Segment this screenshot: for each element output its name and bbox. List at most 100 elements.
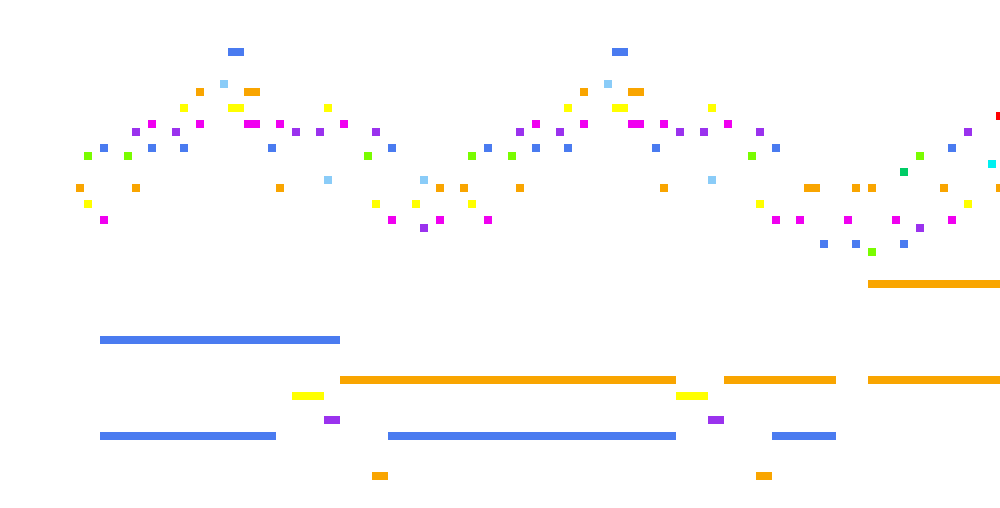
note-block — [508, 152, 516, 160]
note-block — [772, 216, 780, 224]
note-block — [868, 248, 876, 256]
note-block — [124, 152, 132, 160]
note-block — [132, 184, 140, 192]
note-block — [244, 88, 260, 96]
note-block — [772, 432, 836, 440]
note-block — [388, 144, 396, 152]
note-block — [292, 128, 300, 136]
note-block — [324, 176, 332, 184]
note-block — [324, 104, 332, 112]
note-block — [756, 472, 772, 480]
note-block — [940, 184, 948, 192]
note-block — [228, 48, 244, 56]
note-block — [412, 200, 420, 208]
note-block — [564, 144, 572, 152]
note-block — [100, 144, 108, 152]
note-block — [844, 216, 852, 224]
note-block — [196, 88, 204, 96]
note-block — [420, 176, 428, 184]
note-block — [276, 120, 284, 128]
note-block — [484, 216, 492, 224]
note-block — [756, 200, 764, 208]
note-block — [420, 224, 428, 232]
note-block — [148, 120, 156, 128]
note-block — [852, 184, 860, 192]
note-block — [292, 392, 324, 400]
note-block — [84, 200, 92, 208]
note-block — [84, 152, 92, 160]
note-block — [820, 240, 828, 248]
note-block — [388, 432, 676, 440]
note-block — [220, 80, 228, 88]
note-block — [868, 184, 876, 192]
note-block — [652, 144, 660, 152]
note-block — [76, 184, 84, 192]
note-block — [964, 200, 972, 208]
note-block — [916, 152, 924, 160]
note-block — [900, 240, 908, 248]
note-block — [724, 376, 836, 384]
note-block — [948, 144, 956, 152]
note-block — [892, 216, 900, 224]
note-block — [516, 128, 524, 136]
note-block — [268, 144, 276, 152]
note-block — [324, 416, 340, 424]
note-block — [388, 216, 396, 224]
note-block — [316, 128, 324, 136]
note-block — [180, 144, 188, 152]
note-block — [612, 104, 628, 112]
note-block — [772, 144, 780, 152]
note-block — [804, 184, 820, 192]
note-block — [964, 128, 972, 136]
note-block — [180, 104, 188, 112]
note-block — [100, 216, 108, 224]
note-block — [532, 120, 540, 128]
note-block — [436, 216, 444, 224]
note-block — [660, 120, 668, 128]
note-block — [604, 80, 612, 88]
note-block — [532, 144, 540, 152]
note-block — [676, 392, 708, 400]
note-block — [460, 184, 468, 192]
note-block — [564, 104, 572, 112]
note-block — [372, 472, 388, 480]
note-block — [868, 280, 1000, 288]
note-block — [276, 184, 284, 192]
note-block — [660, 184, 668, 192]
note-block — [372, 128, 380, 136]
note-block — [996, 184, 1000, 192]
note-block — [708, 104, 716, 112]
note-block — [436, 184, 444, 192]
note-block — [988, 160, 996, 168]
note-block — [172, 128, 180, 136]
note-block — [196, 120, 204, 128]
note-block — [612, 48, 628, 56]
note-block — [340, 120, 348, 128]
note-block — [700, 128, 708, 136]
note-block — [796, 216, 804, 224]
note-block — [468, 152, 476, 160]
note-block — [868, 376, 1000, 384]
note-block — [708, 416, 724, 424]
note-block — [100, 432, 276, 440]
note-block — [148, 144, 156, 152]
note-block — [372, 200, 380, 208]
note-block — [100, 336, 340, 344]
note-block — [364, 152, 372, 160]
note-block — [724, 120, 732, 128]
note-block — [748, 152, 756, 160]
note-block — [628, 120, 644, 128]
note-block — [228, 104, 244, 112]
note-block — [996, 112, 1000, 120]
note-block — [580, 120, 588, 128]
note-block — [900, 168, 908, 176]
note-block — [340, 376, 676, 384]
note-block — [484, 144, 492, 152]
note-block — [132, 128, 140, 136]
note-block — [676, 128, 684, 136]
note-block — [756, 128, 764, 136]
note-block — [852, 240, 860, 248]
note-block — [556, 128, 564, 136]
note-block — [244, 120, 260, 128]
